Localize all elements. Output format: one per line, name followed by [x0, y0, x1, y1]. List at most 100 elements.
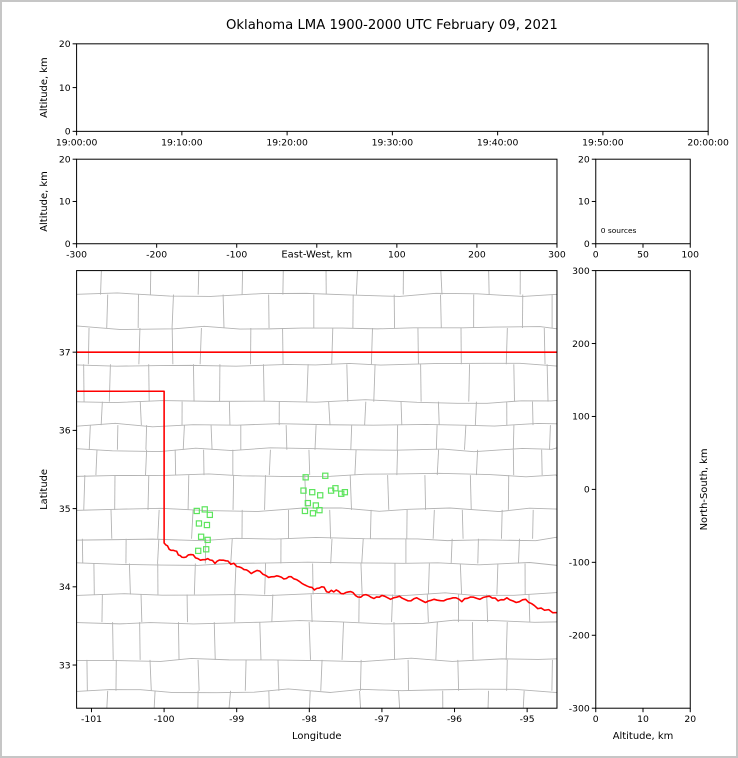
x-tick-label: 300 — [548, 250, 566, 261]
y-tick-label: 20 — [59, 154, 71, 165]
source-marker — [322, 472, 329, 479]
source-marker — [193, 507, 200, 515]
y-tick-label: 36 — [59, 426, 71, 437]
y-axis-label-right: North-South, km — [699, 448, 710, 530]
y-tick-label: 200 — [572, 339, 590, 350]
x-tick-label: 50 — [637, 250, 649, 261]
x-tick-label: 20 — [684, 714, 696, 725]
panel-alt-histogram: 0 50 10 0 0 10 20 0 sources — [578, 154, 699, 260]
x-tick-label: -99 — [229, 714, 244, 725]
source-marker — [316, 506, 323, 514]
y-ticks: 300 200 100 0 -100 -200 -300 — [569, 266, 596, 714]
x-tick-label: 19:50:00 — [582, 137, 624, 148]
x-tick-label: -97 — [374, 714, 389, 725]
x-tick-label: -300 — [66, 250, 87, 261]
x-tick-label: 0 — [593, 250, 599, 261]
x-ticks: 0 10 20 — [593, 708, 696, 725]
x-ticks: -101 -100 -99 -98 -97 -96 -95 — [81, 708, 535, 725]
x-tick-label: 20:00:00 — [687, 137, 729, 148]
y-ticks: 0 10 20 — [59, 154, 77, 250]
y-tick-label: 10 — [578, 197, 590, 208]
x-tick-label: -100 — [154, 714, 175, 725]
source-marker — [203, 521, 211, 529]
y-tick-label: 0 — [584, 239, 590, 250]
source-marker — [317, 492, 324, 499]
x-tick-label: 10 — [637, 714, 649, 725]
y-tick-label: 0 — [65, 127, 71, 138]
x-tick-label: -95 — [520, 714, 535, 725]
y-tick-label: 33 — [59, 660, 71, 671]
source-marker — [204, 536, 211, 544]
y-axis-label: Latitude — [39, 469, 50, 510]
source-marker — [309, 488, 316, 496]
source-marker — [302, 474, 309, 481]
y-tick-label: 0 — [65, 239, 71, 250]
source-marker — [332, 485, 339, 492]
y-ticks: 0 10 20 — [59, 39, 77, 138]
x-ticks: 0 50 100 — [593, 243, 699, 261]
source-marker — [197, 533, 205, 540]
y-tick-label: 100 — [572, 412, 590, 423]
x-tick-label: 19:10:00 — [161, 137, 203, 148]
y-tick-label: 0 — [584, 485, 590, 496]
oklahoma-state-border — [76, 351, 557, 614]
source-marker — [206, 511, 214, 519]
y-axis-label: Altitude, km — [39, 171, 50, 232]
x-ticks: -300 -200 -100 100 200 300 — [66, 243, 566, 261]
x-tick-label: -100 — [226, 250, 247, 261]
y-tick-label: 35 — [59, 504, 71, 515]
x-tick-label: -101 — [81, 714, 102, 725]
y-tick-label: 20 — [578, 154, 590, 165]
y-tick-label: -100 — [569, 558, 590, 569]
y-tick-label: -200 — [569, 631, 590, 642]
panel-time-height: 19:00:00 19:10:00 19:20:00 19:30:00 19:40:00… — [39, 39, 729, 148]
source-marker — [301, 507, 309, 515]
panel-plan-view: -101 -100 -99 -98 -97 -96 -95 33 34 35 36 37 Latitud… — [39, 270, 558, 742]
source-marker — [309, 510, 317, 517]
y-tick-label: 34 — [59, 582, 71, 593]
source-marker — [195, 547, 202, 555]
panel-ew-height: -300 -200 -100 100 200 300 0 10 20 Altitude, km Ea… — [39, 154, 566, 260]
y-tick-label: 300 — [572, 266, 590, 277]
panel-frame — [76, 270, 558, 709]
x-axis-label: Altitude, km — [613, 731, 674, 742]
sources-count-annotation: 0 sources — [601, 226, 637, 235]
x-ticks: 19:00:00 19:10:00 19:20:00 19:30:00 19:40:00… — [56, 131, 729, 148]
y-tick-label: 37 — [59, 347, 71, 358]
panel-ns-height: 0 10 20 300 200 100 0 -100 -200 -300 North-South, … — [569, 266, 710, 742]
x-tick-label: -96 — [447, 714, 462, 725]
x-tick-label: 100 — [388, 250, 406, 261]
source-marker — [304, 499, 312, 507]
y-axis-label: Altitude, km — [39, 57, 50, 118]
source-marker — [338, 490, 345, 497]
panel-frame — [76, 158, 558, 245]
x-tick-label: 19:00:00 — [56, 137, 98, 148]
x-tick-label: -98 — [302, 714, 317, 725]
y-tick-label: 10 — [59, 197, 71, 208]
source-marker — [203, 546, 210, 553]
source-marker — [300, 487, 307, 494]
y-tick-label: -300 — [569, 703, 590, 714]
x-axis-label: East-West, km — [281, 250, 352, 261]
x-tick-label: 19:30:00 — [372, 137, 414, 148]
source-marker — [341, 488, 349, 496]
panel-frame — [595, 270, 691, 709]
x-axis-label: Longitude — [292, 731, 341, 742]
source-marker — [195, 520, 203, 527]
plot-title: Oklahoma LMA 1900-2000 UTC February 09, … — [226, 18, 558, 33]
source-marker — [312, 502, 320, 509]
county-boundaries — [76, 270, 557, 709]
y-tick-label: 10 — [59, 83, 71, 94]
y-tick-label: 20 — [59, 39, 71, 50]
x-tick-label: 19:20:00 — [266, 137, 308, 148]
source-marker — [201, 506, 208, 513]
panel-frame — [76, 43, 709, 132]
y-ticks: 0 10 20 — [578, 154, 596, 250]
x-tick-label: 0 — [593, 714, 599, 725]
x-tick-label: 19:40:00 — [477, 137, 519, 148]
x-tick-label: -200 — [146, 250, 167, 261]
x-tick-label: 200 — [468, 250, 486, 261]
y-ticks: 33 34 35 36 37 — [59, 347, 77, 671]
